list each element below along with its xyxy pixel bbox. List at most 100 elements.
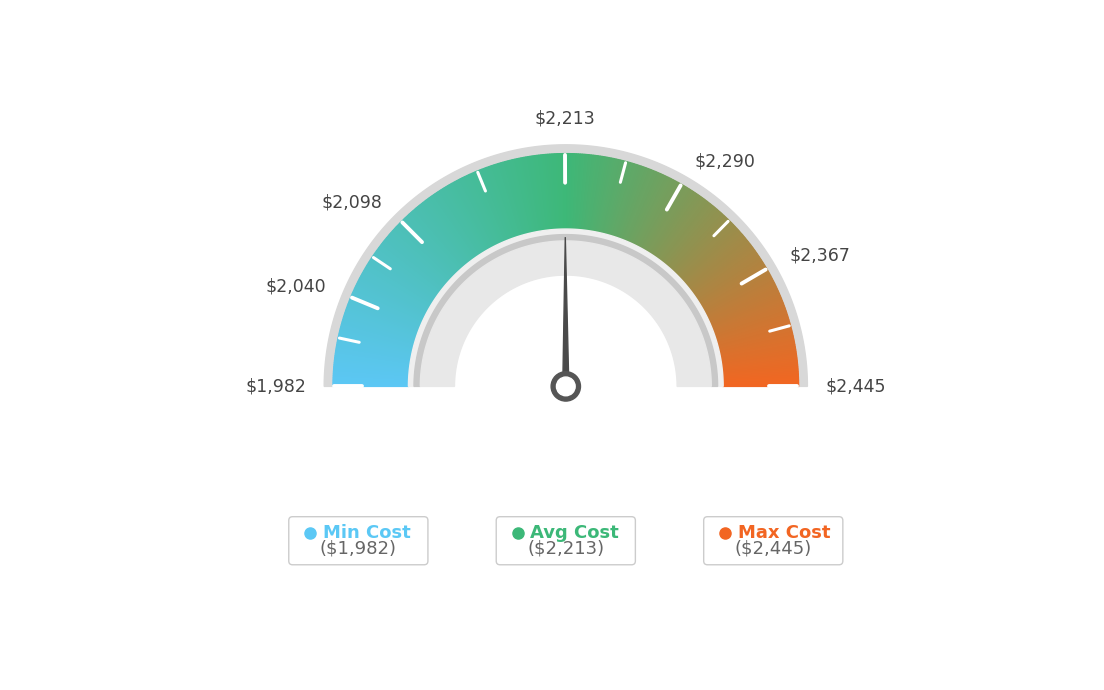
Wedge shape: [613, 164, 638, 237]
Wedge shape: [675, 219, 729, 275]
Wedge shape: [477, 170, 507, 242]
Wedge shape: [662, 202, 710, 263]
Wedge shape: [352, 293, 423, 324]
Wedge shape: [722, 366, 798, 374]
Wedge shape: [551, 154, 558, 230]
Wedge shape: [673, 217, 726, 273]
Wedge shape: [723, 383, 798, 385]
Wedge shape: [492, 165, 518, 237]
Wedge shape: [502, 162, 524, 235]
Wedge shape: [709, 293, 779, 324]
Wedge shape: [478, 170, 508, 241]
Wedge shape: [417, 206, 467, 266]
Wedge shape: [690, 245, 752, 293]
Wedge shape: [513, 159, 532, 234]
Wedge shape: [333, 377, 410, 382]
Wedge shape: [672, 215, 725, 272]
Wedge shape: [335, 359, 410, 369]
Wedge shape: [570, 154, 573, 230]
Wedge shape: [337, 341, 412, 357]
Wedge shape: [722, 370, 798, 377]
Wedge shape: [439, 190, 481, 255]
Wedge shape: [719, 332, 793, 351]
Wedge shape: [501, 162, 523, 236]
Wedge shape: [349, 301, 420, 330]
Wedge shape: [342, 322, 415, 344]
Wedge shape: [411, 212, 463, 270]
Wedge shape: [553, 154, 559, 230]
Wedge shape: [714, 313, 787, 338]
Wedge shape: [464, 177, 498, 246]
Wedge shape: [405, 217, 458, 273]
Wedge shape: [404, 218, 457, 274]
Wedge shape: [569, 154, 571, 230]
Wedge shape: [391, 231, 449, 283]
Wedge shape: [537, 155, 548, 230]
Wedge shape: [344, 313, 417, 338]
Wedge shape: [341, 325, 414, 346]
Wedge shape: [384, 239, 444, 288]
Wedge shape: [333, 383, 408, 385]
Wedge shape: [369, 260, 434, 302]
Wedge shape: [564, 154, 565, 230]
Text: $2,367: $2,367: [789, 246, 850, 264]
Wedge shape: [669, 210, 720, 268]
Wedge shape: [656, 196, 701, 259]
Wedge shape: [401, 221, 456, 275]
Text: ($1,982): ($1,982): [320, 540, 396, 558]
Wedge shape: [416, 207, 466, 266]
Wedge shape: [704, 277, 773, 314]
Wedge shape: [635, 177, 670, 246]
Text: ($2,213): ($2,213): [528, 540, 604, 558]
Wedge shape: [597, 159, 615, 233]
Wedge shape: [493, 164, 519, 237]
Wedge shape: [598, 159, 616, 233]
Wedge shape: [694, 254, 758, 298]
Wedge shape: [583, 155, 593, 230]
Wedge shape: [410, 213, 461, 270]
Wedge shape: [615, 166, 641, 238]
Wedge shape: [505, 161, 526, 235]
Wedge shape: [381, 244, 442, 291]
Wedge shape: [333, 375, 410, 380]
Wedge shape: [567, 154, 570, 230]
Wedge shape: [705, 281, 774, 316]
Wedge shape: [640, 181, 678, 249]
Wedge shape: [394, 228, 450, 281]
Wedge shape: [657, 197, 702, 259]
Wedge shape: [722, 377, 798, 382]
Wedge shape: [716, 323, 790, 345]
Wedge shape: [435, 193, 479, 257]
Wedge shape: [422, 202, 469, 263]
FancyBboxPatch shape: [703, 517, 842, 564]
Wedge shape: [425, 200, 471, 262]
Wedge shape: [350, 297, 421, 328]
Wedge shape: [522, 157, 538, 233]
Wedge shape: [556, 154, 561, 230]
Wedge shape: [654, 194, 698, 257]
Wedge shape: [580, 155, 587, 230]
Wedge shape: [721, 348, 796, 362]
Wedge shape: [658, 198, 704, 260]
Wedge shape: [711, 297, 782, 328]
Wedge shape: [643, 184, 681, 250]
Text: $2,445: $2,445: [825, 377, 885, 395]
Wedge shape: [690, 244, 751, 291]
Wedge shape: [697, 257, 761, 300]
Wedge shape: [335, 361, 410, 371]
Wedge shape: [418, 205, 468, 265]
Wedge shape: [659, 199, 705, 261]
Wedge shape: [363, 271, 429, 310]
Wedge shape: [715, 315, 788, 339]
FancyBboxPatch shape: [289, 517, 428, 564]
Wedge shape: [496, 164, 520, 237]
Wedge shape: [721, 353, 796, 366]
Wedge shape: [719, 335, 794, 353]
Wedge shape: [679, 224, 734, 278]
Wedge shape: [700, 266, 766, 306]
Wedge shape: [607, 162, 629, 235]
Wedge shape: [447, 185, 487, 251]
Wedge shape: [707, 282, 775, 317]
Wedge shape: [403, 219, 457, 275]
Wedge shape: [703, 274, 771, 312]
